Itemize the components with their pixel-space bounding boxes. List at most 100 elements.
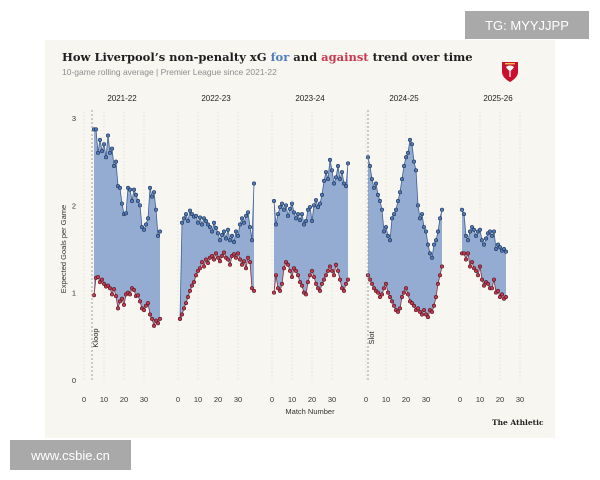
xg-for-point [252,181,257,186]
xg-for-point [319,192,324,197]
x-tick-label: 20 [402,395,410,404]
xg-against-point [204,257,209,262]
xg-for-point [399,177,404,182]
xg-against-point [212,257,217,262]
xg-for-point [467,229,472,234]
xg-against-point [403,286,408,291]
title-prefix: How Liverpool’s non-penalty xG [62,50,271,64]
xg-against-point [337,277,342,282]
xg-for-point [489,233,494,238]
xg-against-point [503,295,508,300]
manager-annotation: Kloop [91,110,100,380]
xg-for-point [493,247,498,252]
xg-for-point [112,164,117,169]
xg-against-point [110,292,115,297]
xg-against-point [283,260,288,265]
xg-for-point [142,227,147,232]
season-panel-2022-23: 2022-23 0 10 20 30 [176,94,257,404]
xg-for-point [415,203,420,208]
xg-for-point [333,175,338,180]
xg-against-point [409,301,414,306]
xg-against-point [389,299,394,304]
xg-for-point [329,168,334,173]
xg-for-point [491,229,496,234]
xg-against-point [234,255,239,260]
xg-for-line [94,129,161,237]
xg-against-point [323,273,328,278]
x-tick-label: 0 [82,395,86,404]
xg-against-point [481,283,486,288]
xg-for-point [307,205,312,210]
xg-for-point [140,225,145,230]
x-axis-label: Match Number [285,407,335,416]
xg-for-point [413,168,418,173]
xg-against-point [329,268,334,273]
xg-for-point [389,216,394,221]
xg-for-point [371,185,376,190]
xg-against-point [497,295,502,300]
xg-for-point [501,247,506,252]
xg-for-point [200,222,205,227]
x-tick-label: 0 [176,395,180,404]
xg-against-point [293,268,298,273]
xg-against-point [240,262,245,267]
xg-against-point [154,318,159,323]
xg-for-point [305,207,310,212]
xg-for-point [385,233,390,238]
xg-against-point [475,273,480,278]
xg-for-point [301,222,306,227]
manager-label: Kloop [91,328,100,347]
xg-for-point [216,231,221,236]
xg-against-point [279,281,284,286]
x-tick-label: 10 [382,395,390,404]
xg-for-point [236,233,241,238]
xg-for-point [321,178,326,183]
xg-against-point [419,312,424,317]
xg-against-point [184,301,189,306]
xg-against-point [491,277,496,282]
xg-against-point [321,277,326,282]
xg-for-point [214,226,219,231]
xg-against-point [333,262,338,267]
xg-against-point [186,295,191,300]
xg-for-point [437,216,442,221]
x-tick-label: 20 [120,395,128,404]
liverpool-crest-icon [502,62,518,82]
xg-for-point [246,210,251,215]
xg-for-point [248,225,253,230]
xg-for-point [481,242,486,247]
xg-for-point [100,149,105,154]
xg-against-point [485,281,490,286]
xg-against-point [391,303,396,308]
xg-for-point [128,187,133,192]
xg-against-point [210,253,215,258]
xg-against-point [499,292,504,297]
xg-for-point [293,216,298,221]
xg-for-point [228,238,233,243]
xg-for-point [471,227,476,232]
xg-for-point [182,216,187,221]
xg-against-point [381,286,386,291]
xg-against-point [182,306,187,311]
xg-against-point [100,277,105,282]
x-tick-label: 10 [100,395,108,404]
xg-for-point [335,164,340,169]
xg-against-point [120,296,125,301]
xg-against-point [214,251,219,256]
xg-for-point [419,212,424,217]
xg-against-point [118,299,123,304]
x-tick-label: 10 [288,395,296,404]
xg-against-point [238,257,243,262]
xg-against-point [114,294,119,299]
xg-for-point [271,198,276,203]
xg-against-point [192,280,197,285]
xg-for-point [242,220,247,225]
season-label: 2025-26 [483,94,513,103]
xg-against-point [180,312,185,317]
xg-for-point [150,194,155,199]
xg-against-point [401,290,406,295]
xg-against-point [479,277,484,282]
x-tick-label: 0 [270,395,274,404]
xg-for-point [230,233,235,238]
